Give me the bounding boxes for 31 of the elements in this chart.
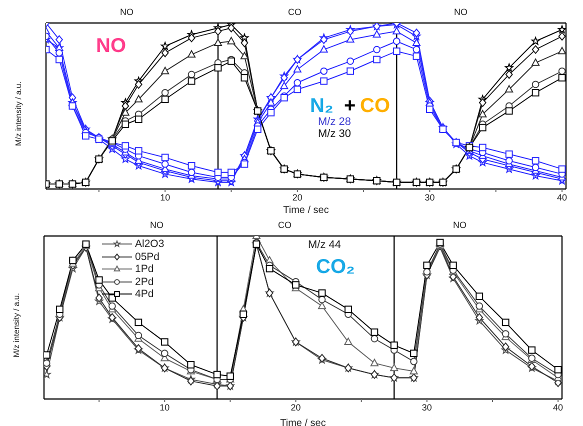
legend-label: 4Pd bbox=[135, 288, 154, 300]
annotation: NO bbox=[96, 35, 126, 57]
text: NO bbox=[150, 220, 164, 230]
x-axis-title: Time / sec bbox=[283, 205, 329, 216]
annotation: M/z 44 bbox=[308, 239, 342, 251]
legend-label: 2Pd bbox=[135, 276, 154, 288]
y-axis-title: M/z intensity / a.u. bbox=[14, 82, 23, 146]
x-tick-label: 30 bbox=[422, 402, 432, 412]
x-tick-label: 10 bbox=[160, 402, 170, 412]
annotation: + bbox=[344, 95, 356, 117]
text: CO bbox=[288, 7, 302, 17]
text: NO bbox=[453, 220, 466, 230]
x-tick-label: 20 bbox=[292, 192, 302, 202]
x-tick-label: 30 bbox=[424, 192, 435, 202]
annotation: M/z 28 bbox=[318, 116, 352, 128]
legend-label: Al2O3 bbox=[135, 238, 164, 250]
text: NO bbox=[454, 7, 468, 17]
text: NO bbox=[120, 7, 134, 17]
x-tick-label: 40 bbox=[553, 402, 564, 412]
annotation: N₂ bbox=[310, 95, 334, 117]
text: CO bbox=[278, 220, 292, 230]
legend-label: 05Pd bbox=[135, 250, 160, 262]
x-tick-label: 10 bbox=[160, 192, 170, 202]
legend-label: 1Pd bbox=[135, 263, 154, 275]
annotation: CO bbox=[360, 95, 390, 117]
x-tick-label: 40 bbox=[557, 192, 568, 202]
y-axis-title: M/z intensity / a.u. bbox=[12, 293, 21, 358]
x-axis-title: Time / sec bbox=[280, 418, 326, 426]
annotation: M/z 30 bbox=[318, 128, 352, 140]
annotation: CO₂ bbox=[316, 256, 355, 278]
x-tick-label: 20 bbox=[290, 402, 301, 412]
